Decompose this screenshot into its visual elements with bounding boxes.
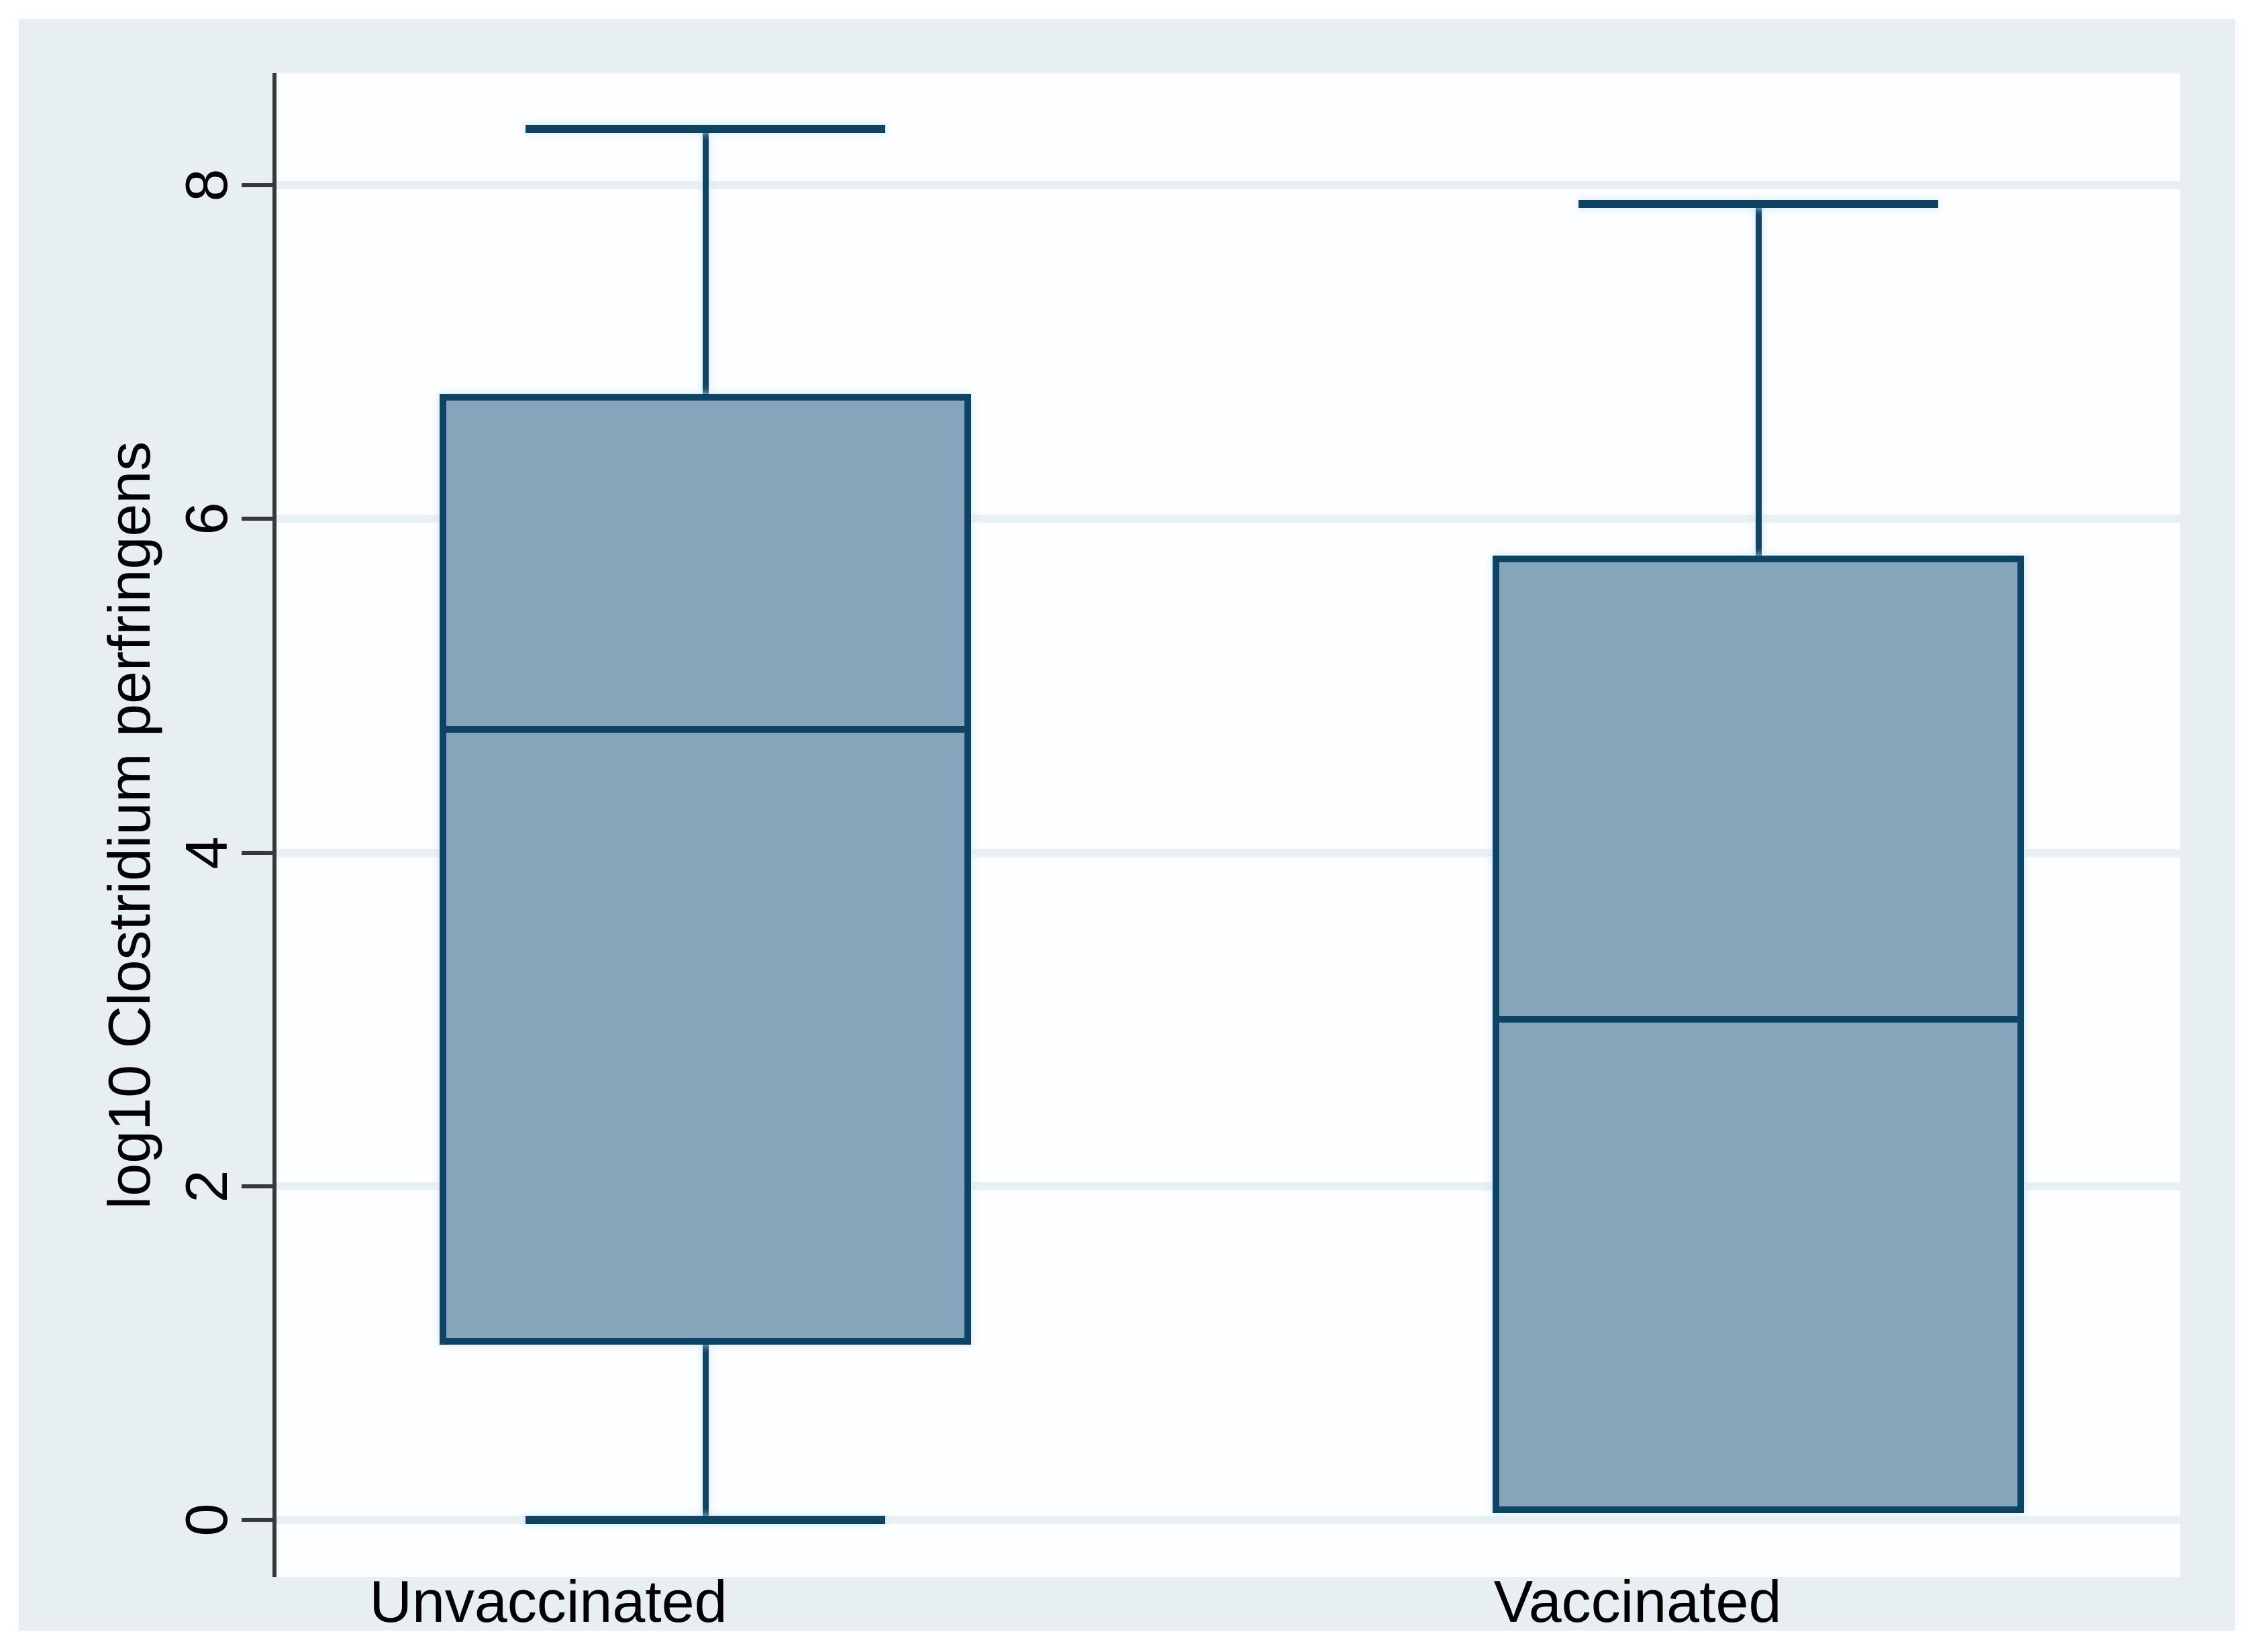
- whisker-cap-upper-unvaccinated: [525, 124, 885, 133]
- y-axis-tick: [242, 517, 272, 521]
- median-line-unvaccinated: [440, 725, 971, 733]
- whisker-line-upper-unvaccinated: [703, 128, 709, 394]
- y-axis-tick: [242, 1184, 272, 1188]
- box-vaccinated: [1493, 556, 2024, 1514]
- y-axis-tick: [242, 850, 272, 855]
- whisker-line-upper-vaccinated: [1756, 203, 1762, 556]
- x-axis-label-vaccinated: Vaccinated: [1493, 1568, 1782, 1635]
- box-unvaccinated: [440, 393, 971, 1345]
- median-line-vaccinated: [1493, 1016, 2024, 1023]
- y-axis-tick-label: 6: [173, 502, 240, 535]
- whisker-cap-lower-unvaccinated: [525, 1516, 885, 1524]
- x-axis-label-unvaccinated: Unvaccinated: [369, 1568, 728, 1635]
- y-axis-tick: [242, 1518, 272, 1522]
- gridline: [277, 181, 2180, 190]
- figure-background: 0 2 4 6 8 Unvaccinated Vaccinated log10 Clostr…: [19, 19, 2235, 1635]
- y-axis-tick-label: 2: [173, 1170, 240, 1203]
- y-axis-tick: [242, 183, 272, 188]
- y-axis-tick-label: 4: [173, 836, 240, 870]
- y-axis-line: [272, 73, 277, 1577]
- y-axis-tick-label: 8: [173, 168, 240, 202]
- y-axis-tick-label: 0: [173, 1503, 240, 1537]
- whisker-cap-upper-vaccinated: [1578, 199, 1938, 208]
- y-axis-title: log10 Clostridium perfringens: [96, 441, 162, 1209]
- whisker-line-lower-unvaccinated: [703, 1344, 709, 1520]
